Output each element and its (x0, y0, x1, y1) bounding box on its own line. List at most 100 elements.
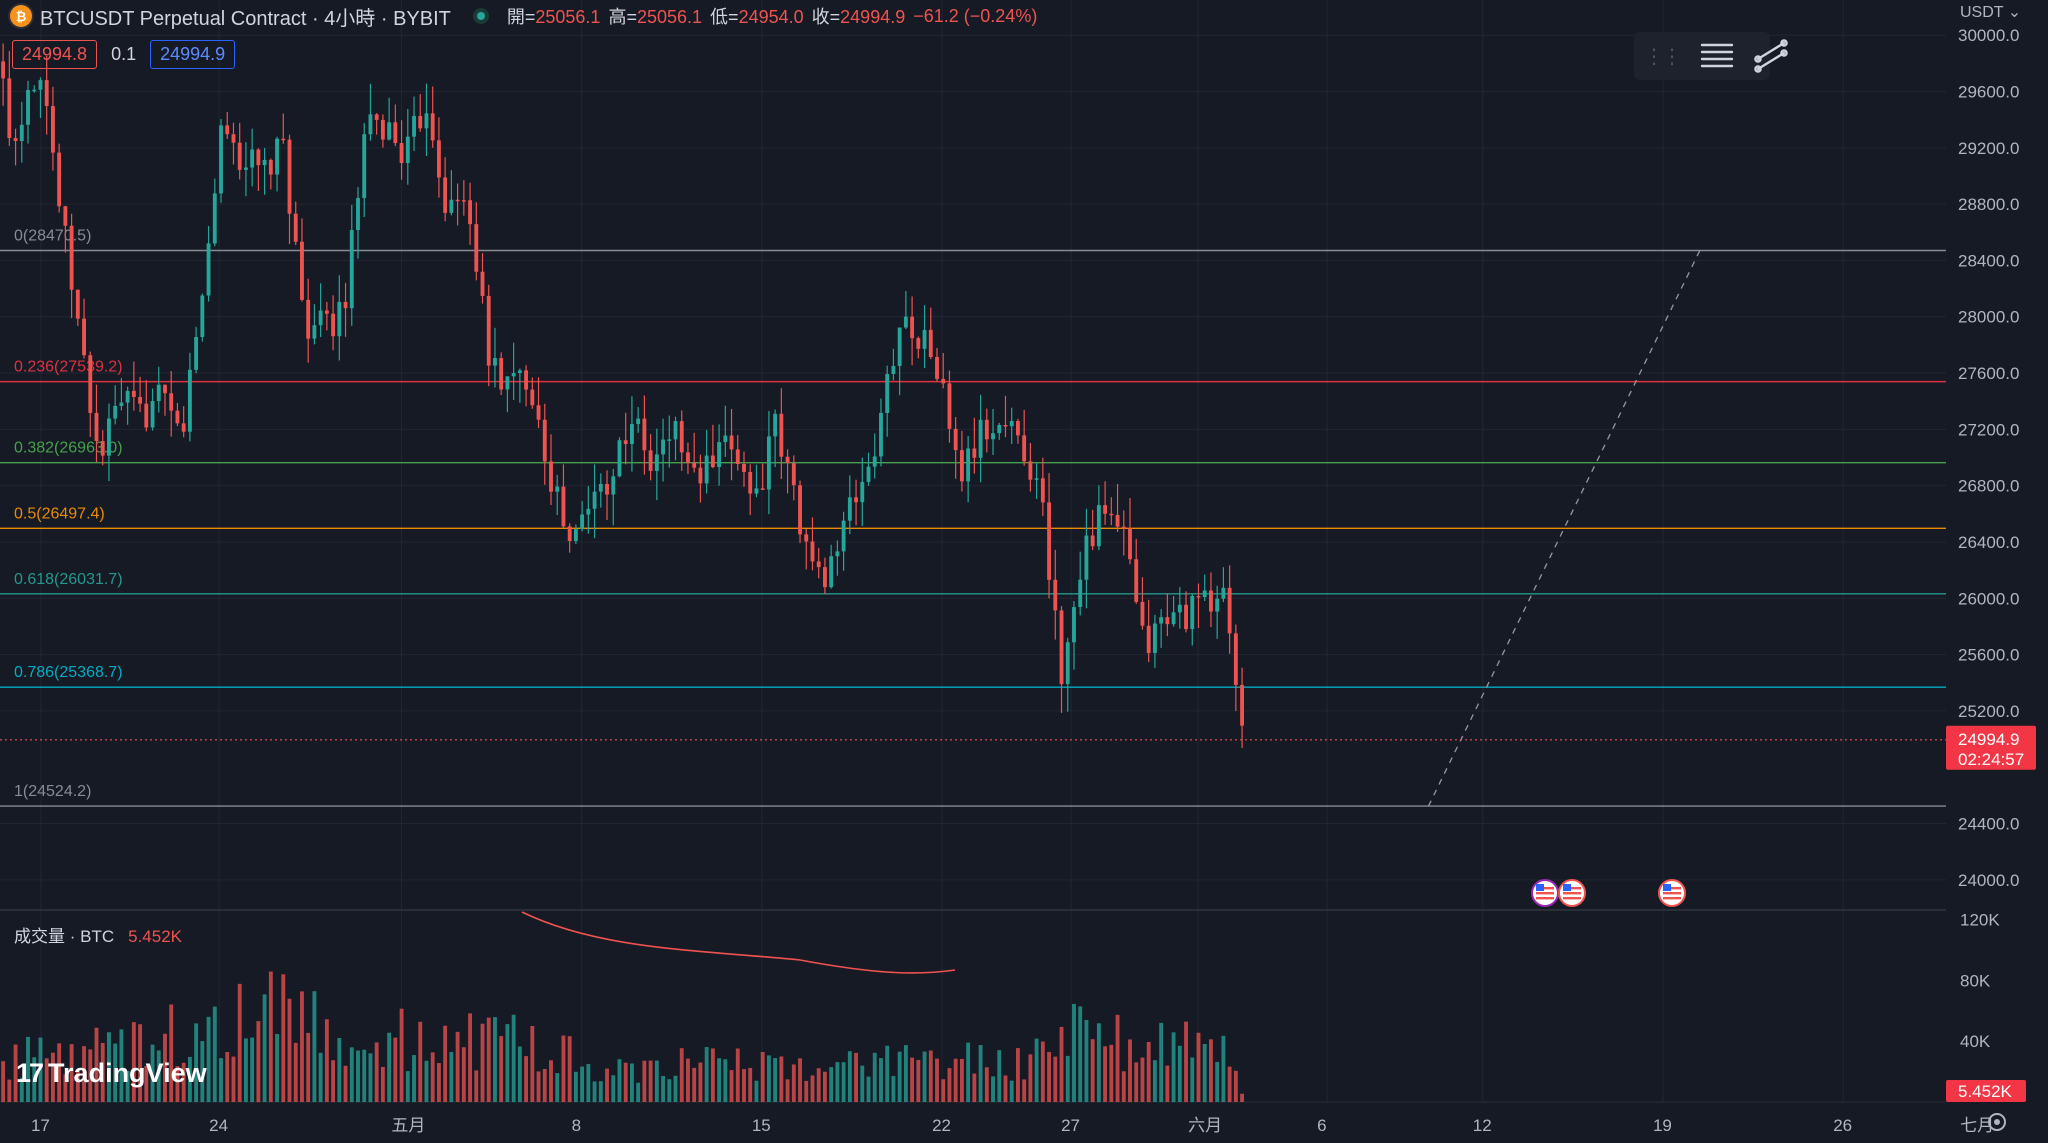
volume-bar (766, 1055, 771, 1102)
symbol-title[interactable]: BTCUSDT Perpetual Contract · 4小時 · BYBIT (40, 7, 451, 30)
candle-body (953, 428, 958, 451)
last-price-label: 24994.9 (1958, 730, 2019, 749)
volume-bar (978, 1045, 983, 1102)
candle-body (250, 149, 255, 168)
volume-bar (661, 1076, 665, 1102)
volume-bar (573, 1071, 578, 1102)
volume-bar (1209, 1039, 1213, 1102)
candle-body (592, 491, 597, 509)
volume-bar (405, 1071, 410, 1102)
candle-body (654, 454, 659, 471)
candle-body (1227, 587, 1232, 634)
tradingview-logo[interactable]: 17 TradingView (16, 1058, 207, 1089)
volume-bar (107, 1032, 111, 1102)
time-tick-label: 6 (1317, 1116, 1326, 1135)
candle-body (798, 485, 802, 535)
volume-bar (1171, 1032, 1176, 1102)
candle-body (38, 80, 43, 90)
volume-bar (337, 1038, 342, 1102)
volume-bar (810, 1075, 815, 1102)
candle-body (1084, 535, 1089, 580)
candle-body (194, 336, 199, 370)
buy-button[interactable]: 24994.9 (150, 40, 236, 69)
volume-bar (1196, 1032, 1201, 1102)
volume-bar (387, 1032, 392, 1102)
candle-body (630, 424, 634, 445)
volume-bar (997, 1050, 1002, 1102)
volume-bar (760, 1052, 765, 1102)
candle-body (816, 561, 821, 568)
candle-body (841, 520, 846, 552)
volume-bar (75, 1070, 80, 1102)
candle-body (1215, 598, 1220, 612)
drag-handle-icon[interactable]: ⋮⋮ (1644, 45, 1682, 68)
candle-body (19, 124, 24, 142)
volume-bar (412, 1055, 416, 1102)
flag-stripe (1536, 887, 1554, 890)
volume-bar (19, 1077, 24, 1102)
candle-body (511, 372, 516, 377)
volume-bar (991, 1076, 995, 1102)
candle-body (742, 464, 746, 472)
candle-body (872, 456, 877, 467)
candle-body (773, 413, 778, 437)
volume-bar (717, 1058, 722, 1102)
trend-lines-icon[interactable] (1754, 39, 1788, 73)
volume-bar (493, 1017, 497, 1102)
volume-bar (100, 1042, 105, 1102)
candle-body (486, 295, 491, 366)
volume-bar (966, 1042, 971, 1102)
volume-bar (1227, 1066, 1232, 1102)
volume-bar (586, 1064, 591, 1102)
volume-bar (1016, 1048, 1020, 1102)
candle-body (567, 526, 572, 542)
volume-bar (972, 1073, 977, 1102)
candle-body (57, 152, 62, 207)
volume-bar (150, 1044, 155, 1102)
candle-body (262, 159, 267, 166)
volume-bar (1003, 1075, 1008, 1102)
volume-bar (517, 1046, 522, 1102)
volume-bar (380, 1066, 385, 1102)
currency-selector[interactable]: USDT ⌄ (1960, 4, 2022, 21)
tradingview-mark-icon: 17 (16, 1058, 44, 1088)
candle-body (1022, 435, 1027, 462)
time-tick-label: 15 (752, 1116, 771, 1135)
volume-bar (1134, 1062, 1139, 1102)
volume-bar (835, 1062, 840, 1102)
volume-bar (443, 1025, 448, 1102)
volume-bar (922, 1051, 927, 1102)
volume-bar (623, 1062, 628, 1102)
volume-bar (349, 1047, 354, 1102)
candle-body (804, 534, 809, 542)
candle-body (860, 481, 865, 503)
candle-body (779, 413, 784, 457)
volume-bar (113, 1043, 118, 1102)
volume-bar (187, 1056, 192, 1102)
volume-tick-label: 40K (1960, 1032, 1991, 1051)
volume-tick-label: 120K (1960, 911, 2000, 930)
volume-bar (1022, 1079, 1027, 1102)
volume-bar (879, 1058, 883, 1102)
volume-bar (611, 1075, 616, 1102)
candle-body (823, 567, 827, 588)
volume-bar (798, 1058, 802, 1102)
volume-bar (648, 1060, 653, 1102)
time-tick-label: 五月 (391, 1116, 425, 1135)
volume-bar (163, 1033, 167, 1102)
candle-body (7, 78, 12, 139)
price-tick-label: 29600.0 (1958, 83, 2019, 102)
candle-body (679, 421, 684, 453)
list-icon[interactable] (1700, 41, 1734, 71)
volume-bar (44, 1058, 49, 1102)
volume-bar (885, 1045, 890, 1102)
sell-button[interactable]: 24994.8 (12, 40, 98, 69)
price-tick-label: 28000.0 (1958, 308, 2019, 327)
volume-bar (1090, 1039, 1095, 1102)
candle-body (1128, 528, 1132, 560)
open-value: 開=25056.1 (506, 7, 601, 27)
volume-bar (256, 1021, 261, 1102)
volume-bar (250, 1037, 255, 1102)
volume-bar (461, 1047, 466, 1102)
